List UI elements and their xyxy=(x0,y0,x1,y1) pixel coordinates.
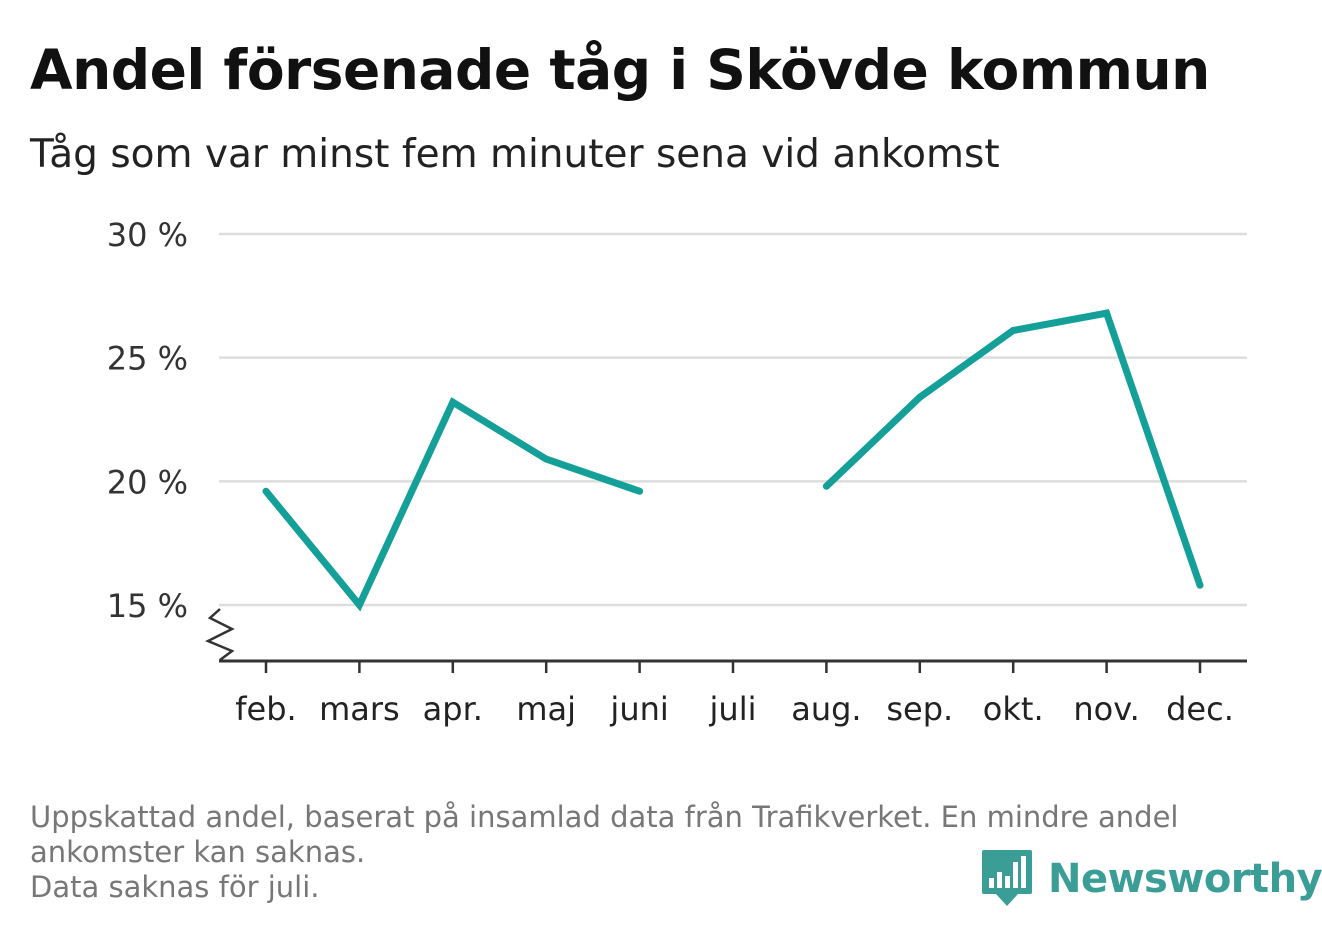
y-tick-label: 25 % xyxy=(107,340,188,378)
x-tick-label: juli xyxy=(709,690,757,728)
data-point xyxy=(916,394,923,401)
footnote-line-1: Uppskattad andel, baserat på insamlad da… xyxy=(30,800,1280,835)
axis-break-icon xyxy=(208,609,232,660)
data-point xyxy=(1197,582,1204,589)
brand-name: Newsworthy xyxy=(1048,856,1322,902)
line-chart: 15 % 20 % 25 % 30 % feb. mars apr. maj juni juli a… xyxy=(0,0,1322,760)
newsworthy-logo-icon xyxy=(980,848,1034,910)
x-tick-label: okt. xyxy=(983,690,1044,728)
x-tick-label: sep. xyxy=(886,690,953,728)
data-point xyxy=(823,483,830,490)
data-point xyxy=(1103,310,1110,317)
x-tick-label: nov. xyxy=(1073,690,1139,728)
data-point xyxy=(543,456,550,463)
y-tick-label: 30 % xyxy=(107,216,188,254)
x-tick-label: maj xyxy=(516,690,576,728)
y-tick-label: 15 % xyxy=(107,587,188,625)
x-tick-label: mars xyxy=(319,690,400,728)
y-tick-label: 20 % xyxy=(107,463,188,501)
data-point xyxy=(356,602,363,609)
series-line xyxy=(826,313,1200,585)
x-tick-label: apr. xyxy=(423,690,483,728)
series-line xyxy=(266,402,640,605)
data-point xyxy=(636,488,643,495)
data-point xyxy=(263,488,270,495)
brand-logo: Newsworthy xyxy=(980,848,1322,910)
data-point xyxy=(449,399,456,406)
x-tick-label: aug. xyxy=(791,690,861,728)
data-point xyxy=(1010,327,1017,334)
x-tick-label: juni xyxy=(609,690,668,728)
x-tick-label: dec. xyxy=(1166,690,1234,728)
x-tick-label: feb. xyxy=(235,690,296,728)
